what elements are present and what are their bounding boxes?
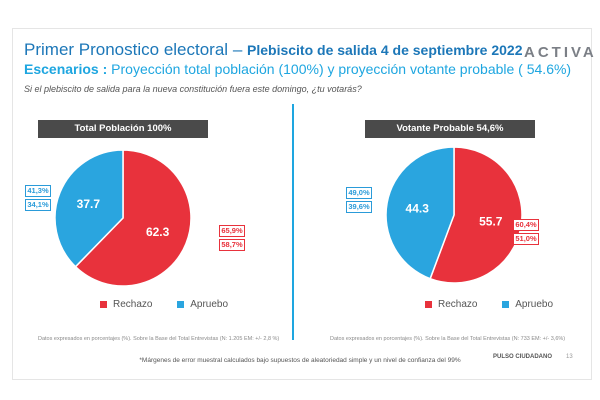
pulso-ciudadano-logo: PULSO CIUDADANO <box>493 354 553 360</box>
page-number: 13 <box>566 354 573 360</box>
left-rechazo-margin-high: 65,9% <box>219 225 245 237</box>
title-dash: – <box>232 40 243 59</box>
right-legend-rechazo: Rechazo <box>425 299 477 310</box>
left-legend-rechazo: Rechazo <box>100 299 152 310</box>
right-label-apruebo: 44.3 <box>406 201 430 215</box>
left-chart-title: Total Población 100% <box>38 120 208 138</box>
survey-question: Si el plebiscito de salida para la nueva… <box>24 84 362 94</box>
right-label-rechazo: 55.7 <box>479 215 503 229</box>
page-subtitle: Escenarios : Proyección total población … <box>24 61 571 77</box>
apruebo-swatch <box>502 300 510 308</box>
legend-label: Rechazo <box>438 299 478 310</box>
right-rechazo-margin-high: 60,4% <box>513 219 539 231</box>
right-slice-apruebo <box>385 146 455 280</box>
left-label-apruebo: 37.7 <box>77 197 101 211</box>
right-apruebo-margin-high: 49,0% <box>346 187 372 199</box>
left-apruebo-margin-low: 34,1% <box>25 199 51 211</box>
left-legend-apruebo: Apruebo <box>177 299 228 310</box>
rechazo-swatch <box>425 300 432 308</box>
apruebo-swatch <box>177 300 185 308</box>
right-pie-chart: 55.7 44.3 <box>385 146 523 284</box>
right-apruebo-margin-low: 39,6% <box>346 201 372 213</box>
footnote: *Márgenes de error muestral calculados b… <box>139 357 461 364</box>
right-legend: Rechazo Apruebo <box>425 299 575 310</box>
left-legend: Rechazo Apruebo <box>100 299 250 310</box>
left-rechazo-margin-low: 58,7% <box>219 239 245 251</box>
right-rechazo-margin-low: 51,0% <box>513 233 539 245</box>
right-legend-apruebo: Apruebo <box>502 299 553 310</box>
left-slice-apruebo <box>54 149 124 268</box>
title-main: Primer Pronostico electoral <box>24 40 229 59</box>
left-apruebo-margin-high: 41,3% <box>25 185 51 197</box>
title-sub: Plebiscito de salida 4 de septiembre 202… <box>247 42 523 58</box>
subtitle-text: Proyección total población (100%) y proy… <box>111 61 572 77</box>
legend-label: Apruebo <box>190 299 229 310</box>
legend-label: Rechazo <box>113 299 153 310</box>
left-note: Datos expresados en porcentajes (%). Sob… <box>38 336 280 342</box>
right-chart-title: Votante Probable 54,6% <box>365 120 535 138</box>
legend-label: Apruebo <box>515 299 554 310</box>
left-slice-rechazo <box>74 149 192 287</box>
right-note: Datos expresados en porcentajes (%). Sob… <box>330 336 566 342</box>
subtitle-label: Escenarios : <box>24 61 108 77</box>
activa-logo: ACTIVA <box>524 44 597 61</box>
left-label-rechazo: 62.3 <box>146 225 170 239</box>
rechazo-swatch <box>100 300 107 308</box>
panel-divider <box>292 104 294 340</box>
left-pie-chart: 62.3 37.7 <box>54 149 192 287</box>
page-title: Primer Pronostico electoral – Plebiscito… <box>24 40 522 60</box>
